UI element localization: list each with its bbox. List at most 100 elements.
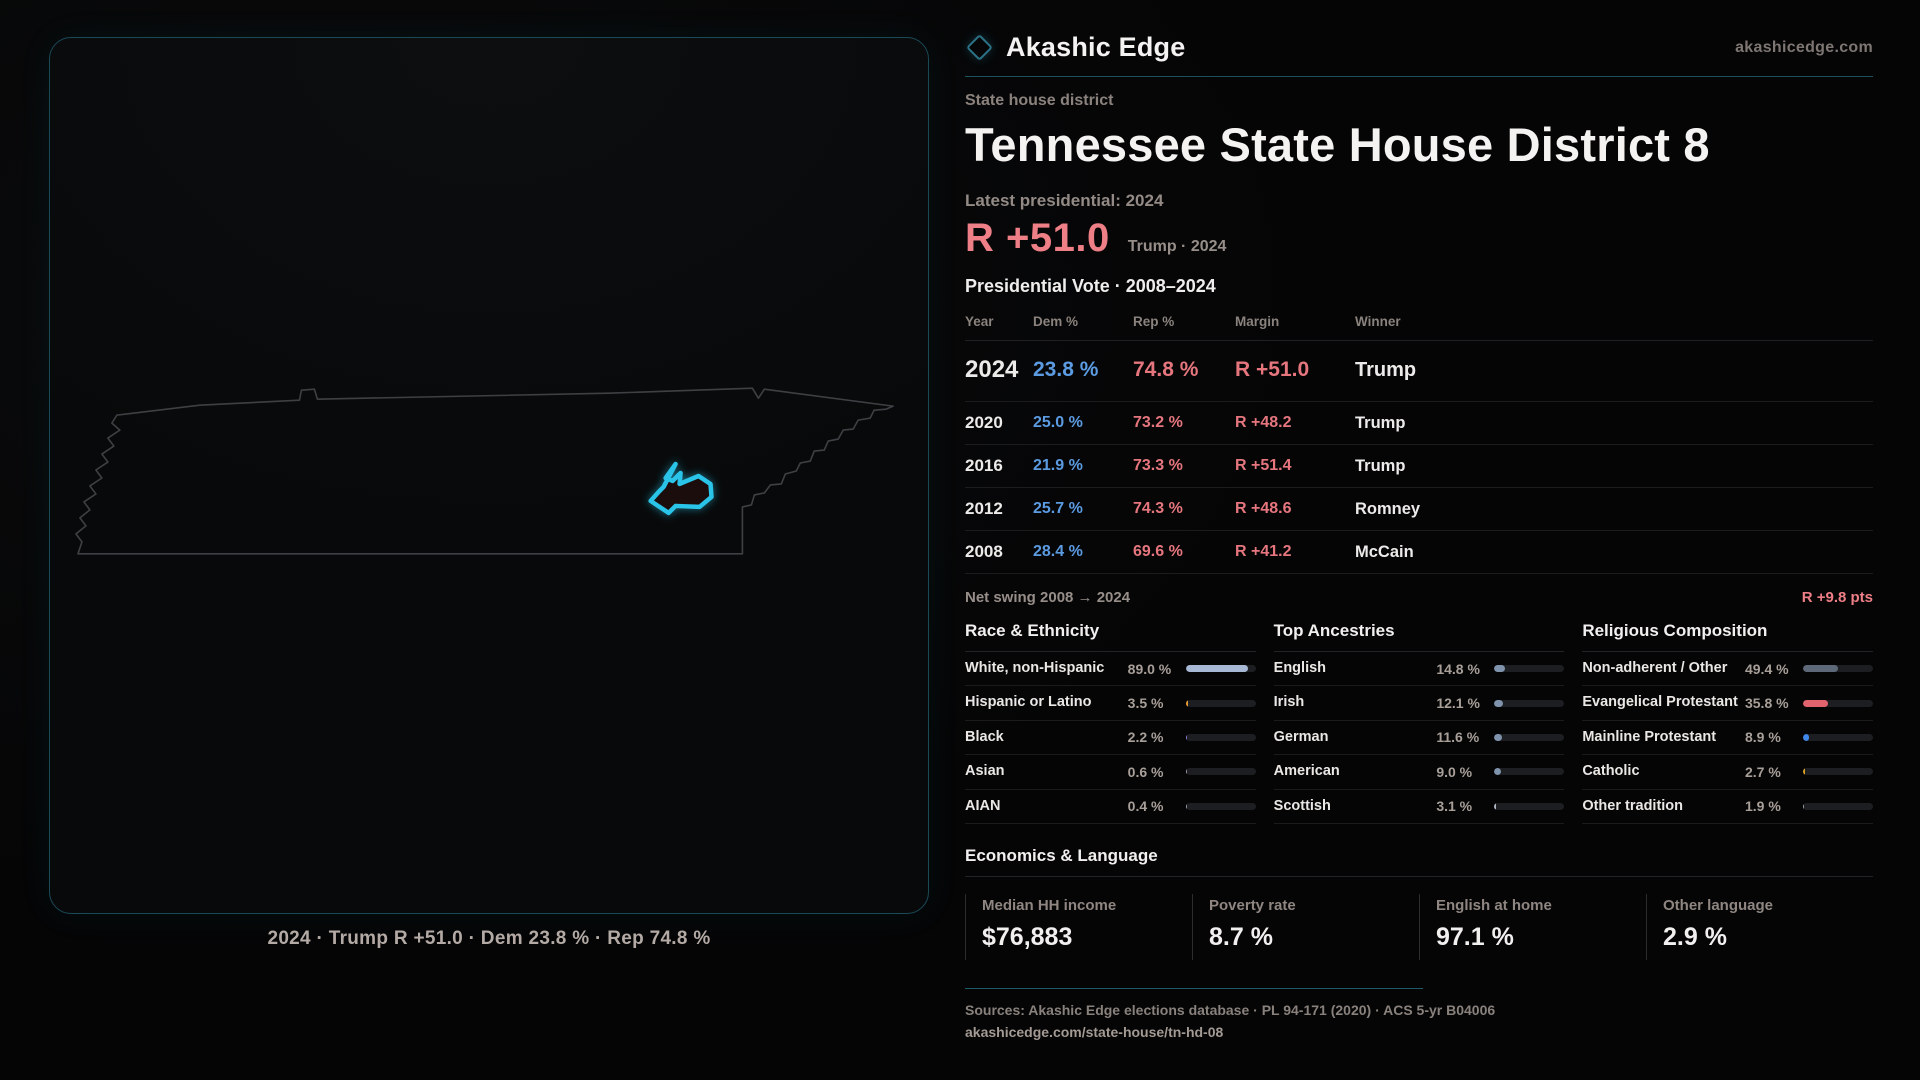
col-margin: Margin: [1235, 314, 1280, 329]
demographic-value: 14.8 %: [1436, 660, 1480, 677]
cell-margin: R +48.2: [1235, 414, 1292, 431]
demographic-bar-track: [1185, 665, 1256, 673]
demographic-label: Asian: [965, 763, 1005, 780]
cell-dem: 23.8 %: [1033, 358, 1099, 381]
cell-margin: R +51.0: [1235, 358, 1310, 381]
demographic-value: 0.6 %: [1127, 763, 1164, 780]
brand-site-link[interactable]: akashicedge.com: [1735, 38, 1873, 56]
demographic-label: White, non-Hispanic: [965, 660, 1105, 676]
demographic-bar-fill: [1494, 699, 1503, 707]
demographic-bar-fill: [1185, 665, 1248, 673]
cell-dem: 28.4 %: [1033, 543, 1083, 560]
stat-value: $76,883: [982, 922, 1073, 951]
demographic-bar-fill: [1802, 802, 1805, 810]
demographic-label: Evangelical Protestant: [1582, 694, 1738, 711]
cell-winner: Romney: [1355, 499, 1421, 518]
cell-winner: Trump: [1355, 413, 1406, 432]
demographic-label: Black: [965, 728, 1004, 745]
cell-rep: 74.8 %: [1133, 358, 1199, 381]
economics-stats: Median HH income $76,883 Poverty rate 8.…: [965, 893, 1873, 960]
demographic-row: Evangelical Protestant 35.8 %: [1582, 686, 1873, 721]
demographic-row: Irish 12.1 %: [1273, 686, 1565, 721]
vote-table-title: Presidential Vote · 2008–2024: [965, 276, 1216, 296]
demographic-label: Scottish: [1273, 797, 1331, 814]
vote-table-row: 2016 21.9 % 73.3 % R +51.4 Trump: [965, 445, 1873, 488]
demographic-row: White, non-Hispanic 89.0 %: [965, 652, 1256, 687]
page-title: Tennessee State House District 8: [965, 118, 1710, 171]
demographic-bar-track: [1494, 768, 1565, 776]
demographic-bar-fill: [1494, 768, 1501, 776]
stat-value: 97.1 %: [1436, 922, 1514, 951]
stat-label: Median HH income: [982, 896, 1117, 914]
stat-card: Other language 2.9 %: [1646, 893, 1873, 960]
demographic-bar-fill: [1185, 733, 1188, 741]
demographic-row: Other tradition 1.9 %: [1582, 790, 1873, 824]
demographic-row: Non-adherent / Other 49.4 %: [1582, 652, 1873, 687]
demographic-bar-fill: [1802, 699, 1829, 707]
diamond-logo-icon: [966, 34, 993, 61]
economics-title: Economics & Language: [965, 846, 1873, 877]
demographic-label: Hispanic or Latino: [965, 694, 1092, 711]
demographic-row: English 14.8 %: [1273, 652, 1565, 687]
demographic-rows: Non-adherent / Other 49.4 % Evangelical …: [1582, 652, 1873, 824]
demographic-value: 9.0 %: [1436, 763, 1473, 780]
demographic-row: Scottish 3.1 %: [1273, 790, 1565, 824]
tennessee-map: [75, 387, 894, 555]
demographic-label: Catholic: [1582, 763, 1640, 780]
latest-presidential-label: Latest presidential: 2024: [965, 191, 1164, 210]
demographic-group: Religious Composition Non-adherent / Oth…: [1582, 621, 1873, 824]
demographic-group: Race & Ethnicity White, non-Hispanic 89.…: [965, 621, 1256, 824]
demographic-label: Other tradition: [1582, 797, 1684, 814]
demographic-label: Irish: [1273, 694, 1305, 711]
demographic-bar-track: [1802, 665, 1873, 673]
cell-dem: 25.7 %: [1033, 500, 1083, 517]
demographic-bar-fill: [1494, 665, 1505, 673]
demographic-value: 3.1 %: [1436, 798, 1473, 815]
stat-card: English at home 97.1 %: [1419, 893, 1646, 960]
cell-winner: McCain: [1355, 542, 1414, 561]
col-dem: Dem %: [1033, 314, 1079, 329]
col-year: Year: [965, 314, 994, 329]
demographic-value: 2.7 %: [1744, 763, 1781, 780]
cell-year: 2020: [965, 413, 1003, 432]
stat-card: Median HH income $76,883: [965, 893, 1192, 960]
demographic-bar-fill: [1802, 768, 1805, 776]
net-swing-row: Net swing 2008 → 2024 R +9.8 pts: [965, 574, 1873, 606]
demographic-bar-fill: [1494, 733, 1503, 741]
cell-year: 2008: [965, 542, 1003, 561]
demographic-bar-fill: [1494, 802, 1497, 810]
permalink-link[interactable]: akashicedge.com/state-house/tn-hd-08: [965, 1023, 1224, 1040]
demographic-row: AIAN 0.4 %: [965, 790, 1256, 824]
stat-label: Poverty rate: [1209, 896, 1296, 914]
cell-rep: 69.6 %: [1133, 543, 1183, 560]
demographics-section: Race & Ethnicity White, non-Hispanic 89.…: [965, 621, 1873, 824]
demographic-bar-track: [1802, 802, 1873, 810]
demographic-row: Catholic 2.7 %: [1582, 755, 1873, 790]
demographic-bar-track: [1185, 733, 1256, 741]
demographic-row: Hispanic or Latino 3.5 %: [965, 686, 1256, 721]
demographic-label: Non-adherent / Other: [1582, 660, 1728, 676]
latest-winner-note: Trump · 2024: [1127, 238, 1227, 255]
demographic-value: 8.9 %: [1744, 729, 1781, 746]
demographic-value: 12.1 %: [1436, 695, 1480, 712]
demographic-value: 1.9 %: [1744, 798, 1781, 815]
brand-name: Akashic Edge: [1006, 32, 1186, 62]
cell-winner: Trump: [1355, 358, 1417, 381]
vote-table: Year Dem % Rep % Margin Winner 2024 23.8…: [965, 306, 1873, 574]
cell-margin: R +51.4: [1235, 457, 1292, 474]
demographic-bar-track: [1802, 768, 1873, 776]
demographic-bar-track: [1494, 802, 1565, 810]
stat-label: Other language: [1663, 896, 1774, 914]
cell-year: 2016: [965, 456, 1003, 475]
vote-table-row: 2020 25.0 % 73.2 % R +48.2 Trump: [965, 402, 1873, 445]
stat-value: 8.7 %: [1209, 922, 1273, 951]
net-swing-label: Net swing 2008 → 2024: [965, 589, 1131, 606]
cell-dem: 25.0 %: [1033, 414, 1083, 431]
demographic-value: 49.4 %: [1744, 660, 1789, 677]
stat-label: English at home: [1436, 896, 1552, 914]
demographic-row: American 9.0 %: [1273, 755, 1565, 790]
latest-margin-row: R +51.0 Trump · 2024: [965, 216, 1873, 261]
stat-value: 2.9 %: [1663, 922, 1727, 951]
report-panel: Akashic Edge akashicedge.com State house…: [965, 0, 1873, 1040]
demographic-label: German: [1273, 728, 1329, 745]
